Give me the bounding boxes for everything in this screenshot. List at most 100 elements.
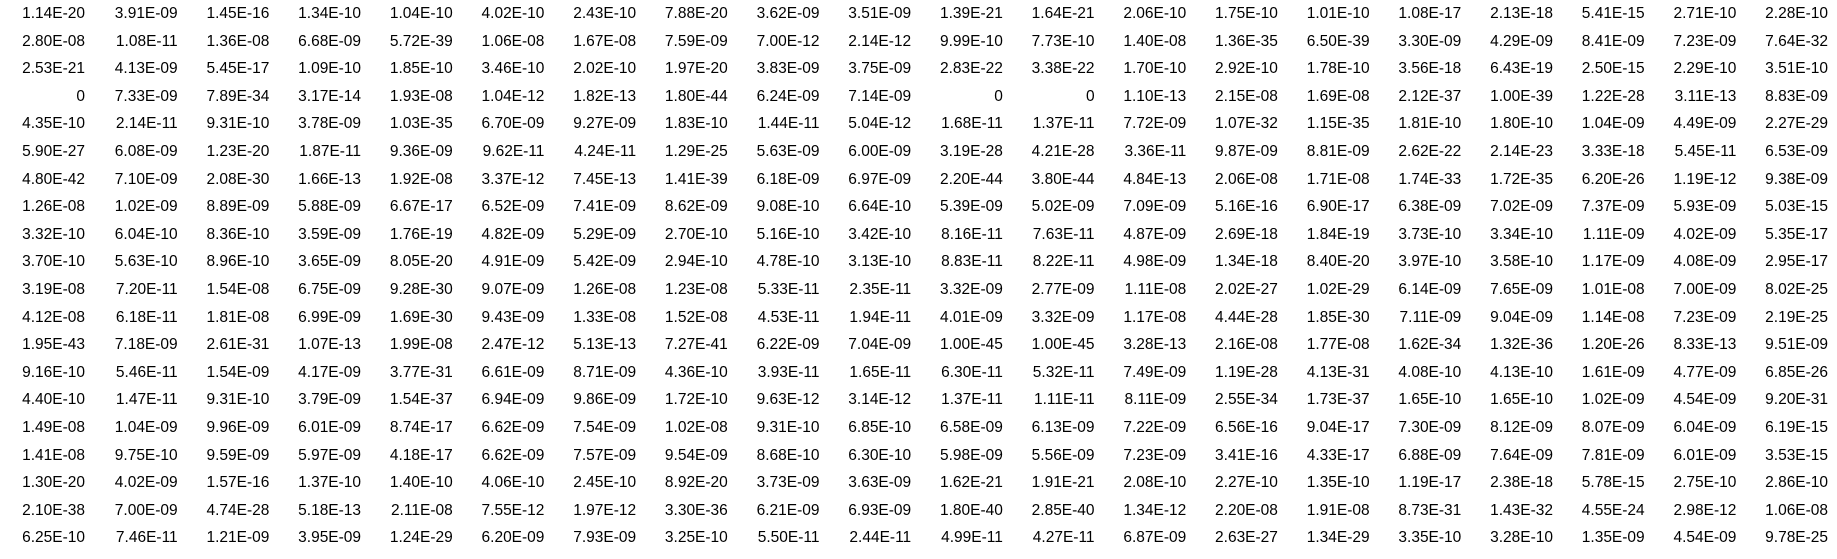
table-cell[interactable]: 2.71E-10: [1673, 5, 1737, 22]
table-cell[interactable]: 3.95E-09: [298, 529, 362, 547]
table-cell[interactable]: 1.32E-36: [1490, 336, 1553, 354]
table-cell[interactable]: 1.11E-08: [1124, 280, 1187, 298]
table-cell[interactable]: 3.73E-10: [1398, 225, 1462, 243]
table-cell[interactable]: 9.16E-10: [22, 363, 85, 381]
table-cell[interactable]: 3.53E-15: [1765, 446, 1829, 464]
table-cell[interactable]: 7.00E-12: [756, 32, 820, 50]
table-cell[interactable]: 7.49E-09: [1123, 363, 1187, 381]
table-cell[interactable]: 1.04E-09: [1581, 115, 1645, 133]
table-cell[interactable]: 7.55E-12: [481, 501, 545, 519]
table-cell[interactable]: 6.70E-09: [481, 115, 545, 133]
table-cell[interactable]: 5.16E-16: [1215, 198, 1278, 216]
table-cell[interactable]: 5.78E-15: [1581, 474, 1645, 492]
table-cell[interactable]: 1.10E-13: [1123, 87, 1187, 105]
table-cell[interactable]: 3.34E-10: [1490, 225, 1553, 243]
table-cell[interactable]: 3.83E-09: [756, 60, 820, 78]
table-cell[interactable]: 3.13E-10: [848, 253, 912, 271]
table-cell[interactable]: 1.08E-17: [1398, 5, 1462, 22]
table-cell[interactable]: 1.80E-10: [1490, 115, 1553, 133]
table-cell[interactable]: 9.36E-09: [389, 142, 453, 160]
table-cell[interactable]: 1.72E-10: [664, 391, 728, 409]
table-cell[interactable]: 5.46E-11: [115, 363, 178, 381]
table-cell[interactable]: 3.56E-18: [1398, 60, 1462, 78]
table-cell[interactable]: 7.11E-09: [1399, 308, 1462, 326]
table-cell[interactable]: 2.29E-10: [1673, 60, 1737, 78]
table-cell[interactable]: 1.93E-08: [389, 87, 453, 105]
table-cell[interactable]: 6.99E-09: [298, 308, 362, 326]
table-cell[interactable]: 2.38E-18: [1490, 474, 1553, 492]
table-cell[interactable]: 0: [1085, 87, 1095, 105]
table-cell[interactable]: 2.14E-23: [1490, 142, 1553, 160]
table-cell[interactable]: 2.75E-10: [1673, 474, 1737, 492]
table-cell[interactable]: 3.93E-11: [757, 363, 820, 381]
table-cell[interactable]: 5.04E-12: [848, 115, 912, 133]
table-cell[interactable]: 7.88E-20: [664, 5, 728, 22]
table-cell[interactable]: 6.13E-09: [1031, 418, 1095, 436]
table-cell[interactable]: 2.08E-30: [206, 170, 270, 188]
table-cell[interactable]: 3.36E-11: [1124, 142, 1187, 160]
table-cell[interactable]: 3.38E-22: [1031, 60, 1095, 78]
table-cell[interactable]: 4.54E-09: [1673, 529, 1737, 547]
table-cell[interactable]: 2.83E-22: [939, 60, 1003, 78]
table-cell[interactable]: 4.36E-10: [664, 363, 728, 381]
table-cell[interactable]: 1.69E-30: [389, 308, 453, 326]
table-cell[interactable]: 9.28E-30: [389, 280, 453, 298]
table-cell[interactable]: 5.02E-09: [1031, 198, 1095, 216]
table-cell[interactable]: 9.07E-09: [481, 280, 545, 298]
table-cell[interactable]: 3.80E-44: [1031, 170, 1095, 188]
table-cell[interactable]: 3.19E-08: [22, 280, 85, 298]
table-cell[interactable]: 5.33E-11: [757, 280, 820, 298]
table-cell[interactable]: 2.08E-10: [1123, 474, 1187, 492]
table-cell[interactable]: 7.57E-09: [573, 446, 637, 464]
table-cell[interactable]: 3.58E-10: [1490, 253, 1553, 271]
table-cell[interactable]: 3.14E-12: [848, 391, 912, 409]
table-cell[interactable]: 3.42E-10: [848, 225, 912, 243]
table-cell[interactable]: 6.68E-09: [298, 32, 362, 50]
table-cell[interactable]: 1.87E-11: [299, 142, 362, 160]
table-cell[interactable]: 7.00E-09: [1673, 280, 1737, 298]
table-cell[interactable]: 6.67E-17: [389, 198, 453, 216]
table-cell[interactable]: 1.11E-11: [1033, 391, 1095, 409]
table-cell[interactable]: 6.62E-09: [481, 418, 545, 436]
table-cell[interactable]: 8.83E-09: [1765, 87, 1829, 105]
table-cell[interactable]: 2.16E-08: [1215, 336, 1278, 354]
table-cell[interactable]: 1.40E-08: [1123, 32, 1187, 50]
table-cell[interactable]: 6.14E-09: [1398, 280, 1462, 298]
table-cell[interactable]: 1.02E-09: [114, 198, 178, 216]
table-cell[interactable]: 1.02E-09: [1581, 391, 1645, 409]
table-cell[interactable]: 4.24E-11: [574, 142, 637, 160]
table-cell[interactable]: 6.04E-10: [114, 225, 178, 243]
table-cell[interactable]: 1.15E-35: [1306, 115, 1370, 133]
table-cell[interactable]: 1.26E-08: [22, 198, 85, 216]
table-cell[interactable]: 1.66E-13: [298, 170, 362, 188]
table-cell[interactable]: 6.53E-09: [1765, 142, 1829, 160]
table-cell[interactable]: 3.51E-10: [1765, 60, 1829, 78]
table-cell[interactable]: 8.81E-09: [1306, 142, 1370, 160]
table-cell[interactable]: 4.06E-10: [481, 474, 545, 492]
table-cell[interactable]: 3.32E-09: [939, 280, 1003, 298]
table-cell[interactable]: 1.62E-21: [939, 474, 1003, 492]
table-cell[interactable]: 2.11E-08: [390, 501, 453, 519]
table-cell[interactable]: 4.13E-09: [114, 60, 178, 78]
table-cell[interactable]: 1.36E-08: [206, 32, 270, 50]
table-cell[interactable]: 3.70E-10: [22, 253, 85, 271]
table-cell[interactable]: 1.77E-08: [1306, 336, 1370, 354]
table-cell[interactable]: 2.86E-10: [1765, 474, 1829, 492]
table-cell[interactable]: 1.68E-11: [941, 115, 1003, 133]
table-cell[interactable]: 1.95E-43: [22, 336, 85, 354]
table-cell[interactable]: 5.35E-17: [1765, 225, 1829, 243]
table-cell[interactable]: 6.04E-09: [1673, 418, 1737, 436]
table-cell[interactable]: 8.71E-09: [573, 363, 637, 381]
table-cell[interactable]: 7.18E-09: [114, 336, 178, 354]
table-cell[interactable]: 1.81E-10: [1398, 115, 1462, 133]
table-cell[interactable]: 4.99E-11: [941, 529, 1003, 547]
table-cell[interactable]: 7.30E-09: [1398, 418, 1462, 436]
table-cell[interactable]: 7.14E-09: [848, 87, 912, 105]
table-cell[interactable]: 2.35E-11: [849, 280, 912, 298]
table-cell[interactable]: 1.84E-19: [1306, 225, 1370, 243]
table-cell[interactable]: 4.08E-10: [1398, 363, 1462, 381]
table-cell[interactable]: 1.54E-09: [206, 363, 270, 381]
table-cell[interactable]: 6.08E-09: [114, 142, 178, 160]
table-cell[interactable]: 4.91E-09: [481, 253, 545, 271]
table-cell[interactable]: 3.41E-16: [1215, 446, 1278, 464]
